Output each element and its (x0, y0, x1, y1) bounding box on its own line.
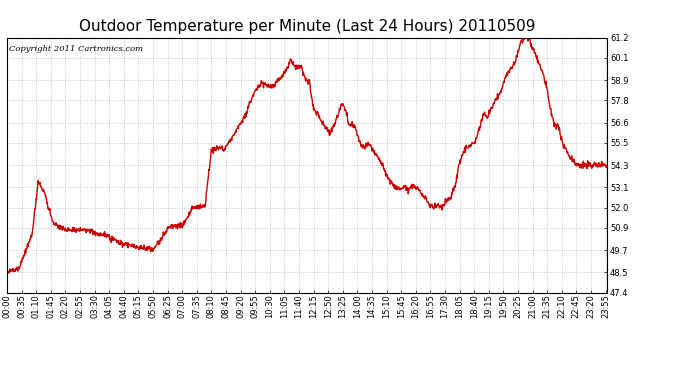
Title: Outdoor Temperature per Minute (Last 24 Hours) 20110509: Outdoor Temperature per Minute (Last 24 … (79, 18, 535, 33)
Text: Copyright 2011 Cartronics.com: Copyright 2011 Cartronics.com (9, 45, 143, 53)
